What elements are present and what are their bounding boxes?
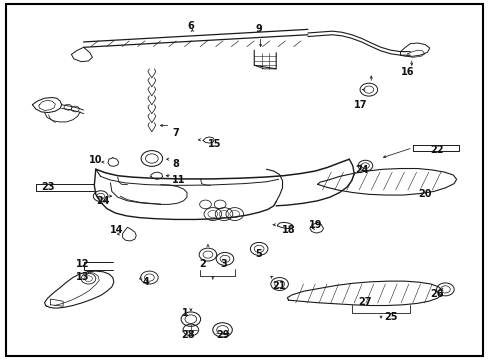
Text: 11: 11 (172, 175, 185, 185)
Text: 16: 16 (400, 67, 414, 77)
Text: 6: 6 (187, 21, 194, 31)
Text: 19: 19 (308, 220, 321, 230)
Text: 26: 26 (429, 289, 443, 299)
Text: 24: 24 (354, 165, 367, 175)
Text: 21: 21 (271, 281, 285, 291)
Text: 5: 5 (254, 248, 261, 258)
Text: 24: 24 (96, 196, 110, 206)
Text: 4: 4 (142, 277, 149, 287)
Text: 10: 10 (89, 155, 102, 165)
Text: 17: 17 (353, 100, 366, 110)
Text: 28: 28 (181, 330, 195, 340)
Text: 23: 23 (41, 182, 55, 192)
Text: 29: 29 (215, 330, 229, 340)
Text: 3: 3 (220, 259, 227, 269)
Text: 1: 1 (181, 309, 188, 318)
Text: 27: 27 (358, 297, 371, 307)
Text: 22: 22 (429, 144, 443, 154)
Text: 15: 15 (207, 139, 221, 149)
Text: 25: 25 (383, 312, 397, 322)
Text: 12: 12 (76, 259, 89, 269)
Text: 8: 8 (172, 159, 179, 169)
Text: 18: 18 (281, 225, 295, 235)
Text: 7: 7 (172, 129, 179, 138)
Text: 13: 13 (76, 272, 89, 282)
Text: 20: 20 (417, 189, 431, 199)
Text: 14: 14 (110, 225, 123, 235)
Text: 2: 2 (199, 259, 206, 269)
Text: 9: 9 (255, 24, 262, 35)
